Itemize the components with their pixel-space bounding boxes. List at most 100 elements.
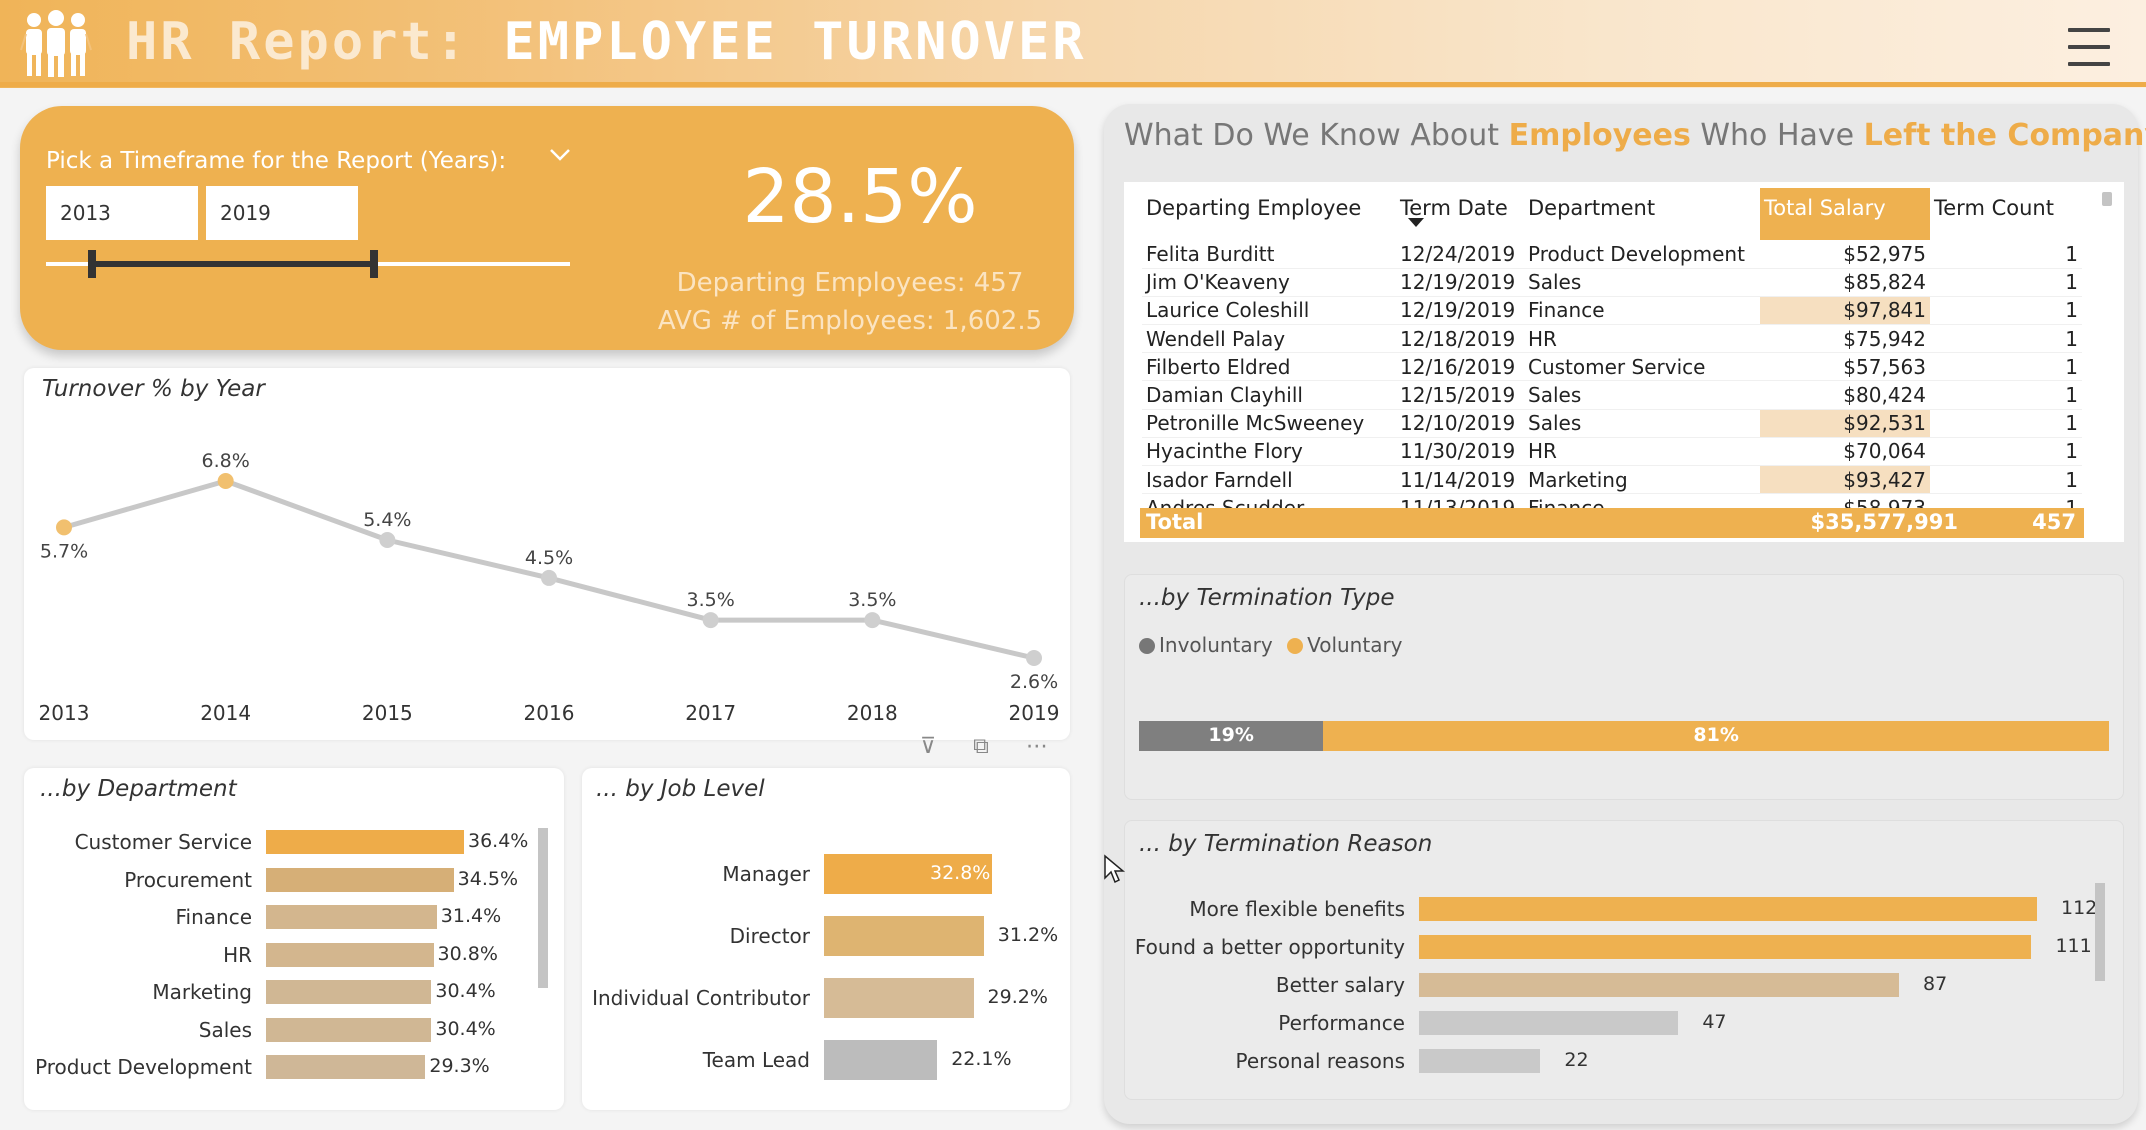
turnover-by-year-title: Turnover % by Year (42, 376, 265, 402)
right-title-b: Employees (1508, 118, 1691, 153)
line-point-2014[interactable] (217, 473, 234, 489)
reason-scrollbar[interactable] (2095, 883, 2105, 981)
reason-bar[interactable] (1419, 973, 1900, 997)
line-data-label: 6.8% (202, 450, 250, 472)
job-level-label: Team Lead (702, 1048, 810, 1072)
salary-cell: $92,531 (1760, 409, 1930, 438)
x-axis-tick-label: 2016 (524, 701, 575, 725)
term-count-cell: 1 (1930, 240, 2082, 269)
table-header-row: Departing Employee Term Date Department … (1142, 188, 2082, 240)
department-value: 30.4% (435, 980, 496, 1002)
right-title-d: Left the Company (1863, 118, 2146, 153)
job-level-bar[interactable] (824, 1040, 938, 1080)
year-slider-end-handle[interactable] (370, 250, 378, 278)
salary-cell: $97,841 (1760, 296, 1930, 326)
table-row[interactable]: Filberto Eldred 12/16/2019 Customer Servic… (1142, 352, 2082, 382)
end-year-input[interactable] (206, 186, 358, 240)
department-bar[interactable] (266, 942, 434, 967)
department-bar[interactable] (266, 980, 432, 1004)
table-row[interactable]: Jim O'Keaveny 12/19/2019 Sales $85,824 1 (1142, 268, 2082, 297)
focus-mode-icon[interactable]: ⧉ (973, 734, 989, 759)
by-department-panel: ...by Department Customer Service 36.4% Pr… (24, 768, 564, 1110)
job-level-bar[interactable] (824, 978, 974, 1018)
termination-reason-panel: ... by Termination Reason More flexible … (1124, 820, 2124, 1100)
employee-table: Departing Employee Term Date Department … (1142, 188, 2082, 523)
department-cell: Sales (1524, 409, 1760, 438)
table-row[interactable]: Felita Burditt 12/24/2019 Product Developm… (1142, 240, 2082, 269)
table-row[interactable]: Hyacinthe Flory 11/30/2019 HR $70,064 1 (1142, 437, 2082, 467)
header-term-date[interactable]: Term Date (1396, 188, 1524, 240)
line-point-2017[interactable] (702, 612, 719, 629)
department-scrollbar[interactable] (538, 828, 548, 988)
sort-descending-icon[interactable] (1406, 216, 1424, 227)
job-level-bar[interactable] (824, 854, 992, 894)
department-cell: Marketing (1524, 465, 1760, 495)
employee-name-cell: Felita Burditt (1142, 240, 1396, 269)
termination-type-segment-involuntary[interactable]: 19% (1139, 721, 1324, 751)
job-level-bar[interactable] (824, 916, 984, 956)
term-date-cell: 12/10/2019 (1396, 409, 1524, 438)
chevron-down-icon[interactable] (548, 146, 572, 164)
termination-type-legend: Involuntary Voluntary (1139, 633, 1403, 657)
job-level-value: 22.1% (951, 1048, 1012, 1070)
table-row[interactable]: Wendell Palay 12/18/2019 HR $75,942 1 (1142, 324, 2082, 354)
employee-name-cell: Filberto Eldred (1142, 352, 1396, 382)
line-point-2016[interactable] (541, 569, 557, 586)
start-year-input[interactable] (46, 186, 198, 240)
line-point-2013[interactable] (56, 519, 72, 536)
job-level-value: 32.8% (930, 862, 991, 884)
department-bar[interactable] (266, 1017, 432, 1042)
department-cell: Finance (1524, 296, 1760, 326)
department-value: 36.4% (468, 830, 529, 852)
department-bar[interactable] (266, 1055, 426, 1079)
job-level-bar-chart: Manager 32.8% Director 31.2% Individual Cont… (582, 768, 1070, 1110)
report-title-main: EMPLOYEE TURNOVER (503, 12, 1087, 72)
hamburger-menu-icon[interactable] (2068, 28, 2110, 72)
right-panel-title: What Do We Know About Employees Who Have… (1124, 118, 2146, 153)
department-bar[interactable] (266, 830, 464, 854)
by-job-level-title: ... by Job Level (596, 776, 765, 802)
header-departing-employee[interactable]: Departing Employee (1146, 196, 1362, 220)
turnover-by-year-panel: Turnover % by Year 5.7% 2013 6.8% 2014 5.4% 2… (24, 368, 1070, 740)
department-bar[interactable] (266, 905, 437, 929)
table-scrollbar[interactable] (2102, 192, 2112, 206)
reason-label: Performance (1278, 1011, 1405, 1035)
table-row[interactable]: Isador Farndell 11/14/2019 Marketing $93,42… (1142, 465, 2082, 495)
table-row[interactable]: Laurice Coleshill 12/19/2019 Finance $97,84… (1142, 296, 2082, 326)
department-label: Marketing (152, 980, 252, 1004)
year-slider-start-handle[interactable] (88, 250, 96, 278)
line-point-2019[interactable] (1026, 650, 1042, 666)
term-date-cell: 12/24/2019 (1396, 240, 1524, 269)
reason-bar[interactable] (1419, 1011, 1679, 1035)
reason-bar[interactable] (1419, 1049, 1541, 1073)
legend-involuntary[interactable]: Involuntary (1159, 633, 1273, 657)
table-row[interactable]: Damian Clayhill 12/15/2019 Sales $80,424 1 (1142, 380, 2082, 410)
termination-type-segment-voluntary[interactable]: 81% (1323, 721, 2109, 751)
term-date-cell: 12/19/2019 (1396, 268, 1524, 297)
department-value: 34.5% (457, 867, 519, 890)
report-title-prefix: HR Report: (126, 12, 470, 72)
reason-value: 111 (2055, 935, 2092, 957)
legend-voluntary[interactable]: Voluntary (1307, 633, 1403, 657)
header-total-salary[interactable]: Total Salary (1760, 188, 1930, 240)
reason-value: 47 (1702, 1011, 1727, 1033)
right-title-a: What Do We Know About (1124, 118, 1509, 153)
line-point-2015[interactable] (379, 532, 396, 548)
reason-label: More flexible benefits (1189, 897, 1405, 921)
termination-type-panel: ...by Termination Type Involuntary Volun… (1124, 574, 2124, 800)
department-value: 31.4% (440, 905, 502, 927)
filter-icon[interactable]: ⊽ (920, 734, 937, 759)
reason-bar[interactable] (1419, 935, 2032, 959)
table-row[interactable]: Petronille McSweeney 12/10/2019 Sales $92,5… (1142, 409, 2082, 438)
header-department[interactable]: Department (1528, 196, 1656, 220)
term-count-cell: 1 (1930, 268, 2082, 297)
department-label: Customer Service (74, 830, 252, 854)
term-date-cell: 12/18/2019 (1396, 324, 1524, 354)
line-point-2018[interactable] (864, 612, 881, 629)
department-bar[interactable] (266, 867, 454, 892)
more-options-icon[interactable]: ⋯ (1025, 734, 1048, 759)
header-term-count[interactable]: Term Count (1934, 196, 2054, 220)
x-axis-tick-label: 2015 (362, 701, 413, 725)
term-count-cell: 1 (1930, 465, 2082, 495)
reason-bar[interactable] (1419, 897, 2037, 921)
